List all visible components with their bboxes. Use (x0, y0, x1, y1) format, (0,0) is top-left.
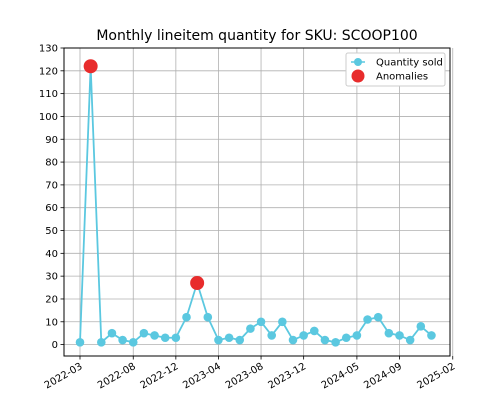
anomaly-point (190, 275, 205, 290)
quantity-point (256, 317, 266, 327)
y-tick-label: 30 (45, 272, 58, 283)
legend-marker-anomalies (351, 69, 365, 83)
x-tick-label: 2023-08 (224, 361, 266, 391)
quantity-point (363, 315, 372, 324)
quantity-point (118, 335, 127, 345)
y-tick-label: 10 (45, 317, 58, 328)
plot-frame (63, 47, 451, 357)
quantity-point (150, 331, 159, 340)
quantity-point (310, 326, 319, 336)
quantity-point (224, 333, 234, 343)
y-tick-label: 20 (45, 294, 58, 305)
y-tick-label: 130 (39, 44, 58, 55)
series-layer (75, 59, 436, 347)
quantity-point (416, 322, 426, 331)
quantity-point (288, 335, 298, 345)
y-tick-label: 100 (39, 112, 58, 123)
quantity-point (299, 331, 308, 340)
quantity-point (203, 312, 213, 322)
x-tick-label: 2023-04 (181, 361, 223, 391)
quantity-point (341, 333, 351, 343)
x-tick-label: 2022-12 (139, 361, 181, 391)
x-tick-label: 2024-05 (320, 361, 362, 391)
quantity-point (171, 333, 181, 343)
x-tick-label: 2022-03 (43, 361, 85, 391)
quantity-point (97, 338, 106, 347)
quantity-point (405, 335, 415, 345)
quantity-point (139, 328, 149, 338)
quantity-point (331, 338, 340, 347)
quantity-point (235, 335, 245, 345)
y-tick-label: 80 (45, 158, 58, 169)
quantity-point (373, 312, 383, 322)
chart-title: Monthly lineitem quantity for SKU: SCOOP… (96, 28, 417, 44)
legend-label-quantity: Quantity sold (376, 58, 443, 69)
y-tick-label: 120 (39, 66, 58, 77)
quantity-point (160, 333, 170, 343)
y-tick-label: 0 (52, 340, 58, 351)
x-axis: 2022-03 2022-08 2022-12 2023-04 2023-08 2023-… (43, 356, 457, 391)
y-tick-label: 70 (45, 180, 58, 191)
quantity-point (75, 338, 85, 347)
y-tick-label: 90 (45, 135, 58, 146)
legend-box (345, 52, 446, 87)
quantity-point (128, 338, 138, 347)
legend-marker-quantity (354, 58, 362, 66)
quantity-line (79, 66, 433, 345)
legend: Quantity sold Anomalies (345, 52, 446, 87)
quantity-point (320, 335, 330, 345)
quantity-point (246, 324, 255, 333)
quantity-point (214, 335, 223, 345)
quantity-point (267, 331, 277, 340)
quantity-point (427, 331, 436, 340)
quantity-point (352, 331, 362, 340)
x-tick-label: 2023-12 (266, 361, 308, 391)
quantity-point (182, 312, 191, 322)
grid (64, 47, 454, 356)
quantity-point (395, 331, 404, 340)
y-tick-label: 40 (45, 249, 58, 260)
x-tick-label: 2022-08 (96, 361, 138, 391)
y-axis: 0 10 20 30 40 50 60 70 80 90 100 110 120 130 (39, 44, 64, 351)
x-tick-label: 2024-09 (362, 361, 404, 391)
x-tick-label: 2025-02 (416, 361, 458, 391)
y-tick-label: 60 (45, 203, 58, 214)
y-tick-label: 110 (39, 89, 58, 100)
y-tick-label: 50 (45, 226, 58, 237)
quantity-point (107, 328, 117, 338)
quantity-point (278, 317, 287, 327)
legend-label-anomalies: Anomalies (376, 72, 428, 83)
anomaly-point (83, 59, 98, 74)
quantity-point (384, 328, 394, 338)
